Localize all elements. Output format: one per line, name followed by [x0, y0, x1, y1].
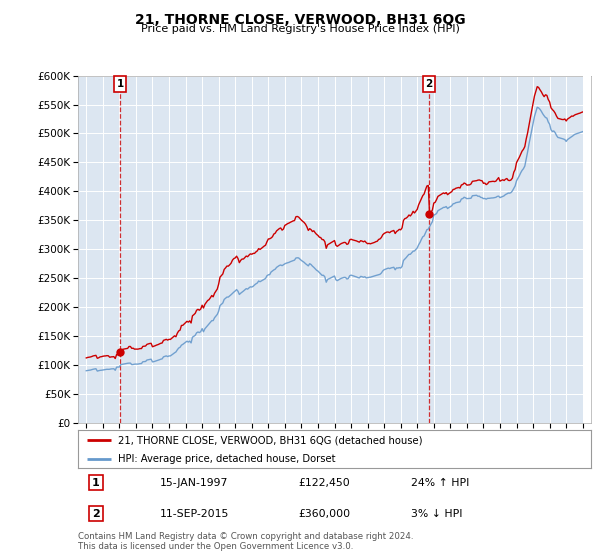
- Text: £122,450: £122,450: [299, 478, 350, 488]
- Text: £360,000: £360,000: [299, 508, 351, 519]
- Text: 11-SEP-2015: 11-SEP-2015: [160, 508, 229, 519]
- Text: 3% ↓ HPI: 3% ↓ HPI: [412, 508, 463, 519]
- Text: 15-JAN-1997: 15-JAN-1997: [160, 478, 229, 488]
- Text: 21, THORNE CLOSE, VERWOOD, BH31 6QG (detached house): 21, THORNE CLOSE, VERWOOD, BH31 6QG (det…: [118, 435, 422, 445]
- Text: HPI: Average price, detached house, Dorset: HPI: Average price, detached house, Dors…: [118, 454, 335, 464]
- Text: Contains HM Land Registry data © Crown copyright and database right 2024.
This d: Contains HM Land Registry data © Crown c…: [78, 532, 413, 552]
- Text: 21, THORNE CLOSE, VERWOOD, BH31 6QG: 21, THORNE CLOSE, VERWOOD, BH31 6QG: [134, 13, 466, 27]
- Text: Price paid vs. HM Land Registry's House Price Index (HPI): Price paid vs. HM Land Registry's House …: [140, 24, 460, 34]
- Text: 1: 1: [116, 79, 124, 89]
- Text: 1: 1: [92, 478, 100, 488]
- Bar: [583, 76, 591, 423]
- Text: 2: 2: [92, 508, 100, 519]
- Text: 24% ↑ HPI: 24% ↑ HPI: [412, 478, 470, 488]
- Text: 2: 2: [425, 79, 433, 89]
